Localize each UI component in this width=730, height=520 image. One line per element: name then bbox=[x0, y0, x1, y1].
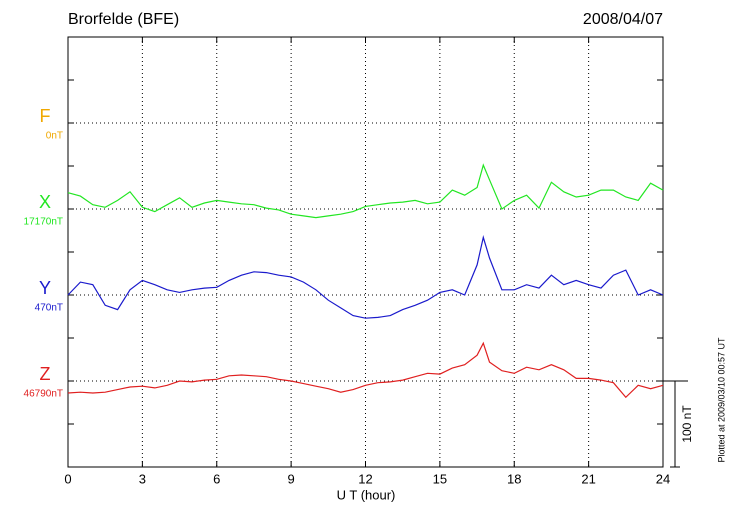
series-line bbox=[67, 341, 664, 399]
x-tick-label: 15 bbox=[433, 471, 447, 486]
x-tick-label: 18 bbox=[507, 471, 521, 486]
series-name: F bbox=[40, 106, 51, 126]
series-baseline-label: 0nT bbox=[46, 131, 63, 142]
x-tick-label: 12 bbox=[358, 471, 372, 486]
x-axis-label: U T (hour) bbox=[337, 487, 396, 502]
series-line bbox=[67, 163, 664, 219]
series-baseline-label: 46790nT bbox=[24, 389, 63, 400]
x-tick-label: 6 bbox=[213, 471, 220, 486]
chart-title: Brorfelde (BFE) bbox=[68, 11, 179, 28]
series-name: X bbox=[39, 192, 51, 212]
x-tick-label: 9 bbox=[288, 471, 295, 486]
series-baseline-label: 470nT bbox=[35, 303, 63, 314]
x-tick-label: 21 bbox=[581, 471, 595, 486]
footnote: Plotted at 2009/03/10 00:57 UT bbox=[716, 337, 726, 463]
series-name: Z bbox=[40, 364, 51, 384]
scale-bar-label: 100 nT bbox=[680, 405, 694, 443]
x-tick-label: 0 bbox=[64, 471, 71, 486]
series-baseline-label: 17170nT bbox=[24, 217, 63, 228]
x-tick-label: 24 bbox=[656, 471, 670, 486]
series-line bbox=[67, 235, 664, 319]
x-tick-label: 3 bbox=[139, 471, 146, 486]
series-name: Y bbox=[39, 278, 51, 298]
chart-date: 2008/04/07 bbox=[583, 11, 663, 28]
